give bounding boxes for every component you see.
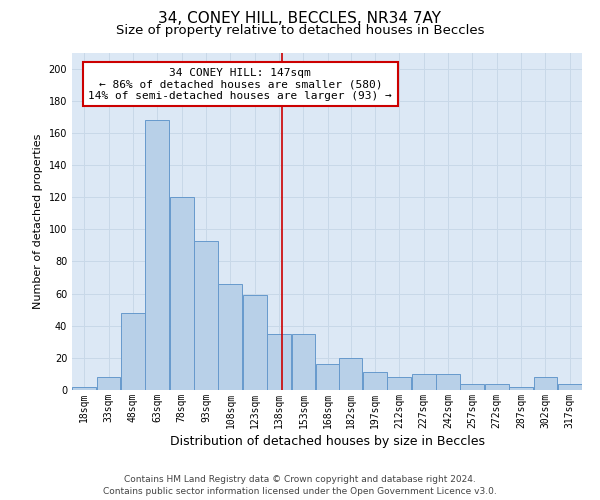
Y-axis label: Number of detached properties: Number of detached properties — [33, 134, 43, 309]
Bar — [460, 384, 484, 390]
Text: 34, CONEY HILL, BECCLES, NR34 7AY: 34, CONEY HILL, BECCLES, NR34 7AY — [158, 11, 442, 26]
Text: 34 CONEY HILL: 147sqm
← 86% of detached houses are smaller (580)
14% of semi-det: 34 CONEY HILL: 147sqm ← 86% of detached … — [88, 68, 392, 101]
Bar — [292, 334, 316, 390]
Bar — [363, 372, 387, 390]
Bar — [121, 313, 145, 390]
Bar — [338, 358, 362, 390]
Bar — [485, 384, 509, 390]
Bar — [533, 377, 557, 390]
Bar — [72, 387, 96, 390]
Bar — [243, 295, 266, 390]
Bar — [388, 377, 411, 390]
Bar — [316, 364, 340, 390]
Bar — [145, 120, 169, 390]
Bar — [558, 384, 582, 390]
Bar — [97, 377, 121, 390]
Bar — [509, 387, 533, 390]
Bar — [218, 284, 242, 390]
Bar — [436, 374, 460, 390]
Bar — [412, 374, 436, 390]
Bar — [267, 334, 291, 390]
Bar — [170, 197, 194, 390]
Text: Size of property relative to detached houses in Beccles: Size of property relative to detached ho… — [116, 24, 484, 37]
Text: Contains HM Land Registry data © Crown copyright and database right 2024.
Contai: Contains HM Land Registry data © Crown c… — [103, 474, 497, 496]
X-axis label: Distribution of detached houses by size in Beccles: Distribution of detached houses by size … — [170, 435, 485, 448]
Bar — [194, 240, 218, 390]
